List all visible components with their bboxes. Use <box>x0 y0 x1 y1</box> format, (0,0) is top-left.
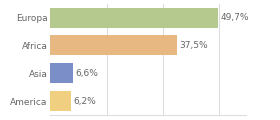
Bar <box>50 63 73 83</box>
Bar <box>50 35 177 55</box>
Text: 6,6%: 6,6% <box>75 69 98 78</box>
Bar <box>50 8 218 28</box>
Text: 49,7%: 49,7% <box>221 13 249 22</box>
Bar <box>50 91 71 111</box>
Text: 6,2%: 6,2% <box>74 97 97 106</box>
Text: 37,5%: 37,5% <box>179 41 208 50</box>
